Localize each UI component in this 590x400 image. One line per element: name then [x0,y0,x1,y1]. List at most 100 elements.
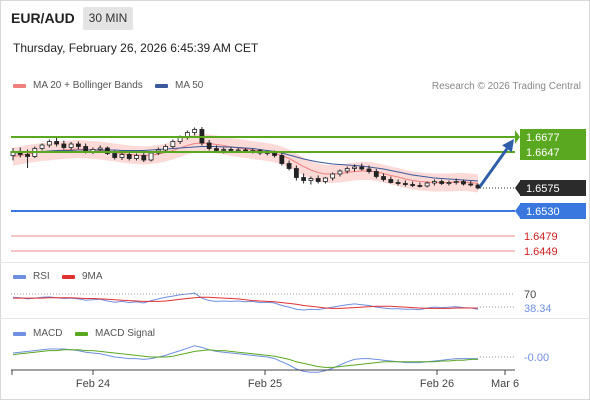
macd-value-label: -0.00 [524,352,549,364]
r1-tag-arrow-icon [515,130,520,144]
candle-body [439,181,445,184]
candle-body [163,146,168,151]
divider-macd [0,318,590,319]
candle-body [468,183,474,186]
legend-ma50-label: MA 50 [175,80,204,91]
candle-body [228,149,234,151]
candle-body [148,152,154,161]
candle-body [417,185,423,187]
legend-macd-signal: MACD Signal [75,328,155,339]
candle-body [134,155,139,159]
s1-tag-arrow-icon [515,204,520,218]
candle-body [381,176,386,180]
candle-body [39,144,45,149]
candle-body [461,181,466,185]
legend-ma20-label: MA 20 + Bollinger Bands [33,80,143,91]
x-tick-label: Mar 6 [491,378,519,390]
candle-body [61,143,67,148]
x-tick-label: Feb 24 [76,378,110,390]
candle-body [432,181,437,184]
candle-body [373,171,379,177]
legend-macd: MACD [13,328,62,339]
candle-body [308,178,314,181]
x-tick-label: Feb 25 [248,378,282,390]
candle-body [75,143,81,147]
candle-body [126,154,132,159]
rsi-ma-line [13,296,478,309]
candle-body [366,168,372,172]
candle-body [105,147,110,154]
rsi-swatch-icon [13,274,26,279]
candle-body [337,170,343,175]
legend-macd-label: MACD [33,328,63,339]
macd-signal-line [12,349,478,368]
candle-body [279,155,285,164]
timeframe-button[interactable]: 30 MIN [83,7,133,30]
candle-body [68,143,74,148]
r1-tag [520,129,586,145]
forecast-arrow-line [478,147,509,188]
s3-label: 1.6449 [524,246,558,258]
legend-rsi-ma: 9MA [62,271,103,282]
candle-body [170,141,176,147]
candle-body [97,147,103,150]
symbol-title: EUR/AUD [11,10,75,26]
s1-tag [520,203,586,219]
candle-body [177,137,183,142]
candle-body [395,182,401,184]
r2-tag [520,144,586,160]
datetime-label: Thursday, February 26, 2026 6:45:39 AM C… [13,41,259,55]
ma20-swatch-icon [13,83,26,88]
candle-body [46,141,52,146]
forecast-arrow-head-icon [502,139,514,153]
candle-body [221,149,227,151]
candle-body [293,168,299,178]
last-tag-arrow-icon [515,181,520,195]
legend-ma50: MA 50 [155,80,203,91]
candle-body [424,182,430,187]
candle-body [301,177,307,181]
candle-body [286,163,292,169]
legend-rsi-ma-label: 9MA [82,271,103,282]
candle-body [446,182,452,184]
credit-text: Research © 2026 Trading Central [431,81,581,92]
macd-swatch-icon [13,331,26,336]
s1-label: 1.6530 [526,206,560,218]
ma50-swatch-icon [155,83,168,88]
candle-body [410,184,416,186]
candle-body [83,146,89,152]
legend-rsi-label: RSI [33,271,50,282]
bollinger-band [13,134,478,193]
candle-body [453,181,459,183]
r1-label: 1.6677 [526,132,560,144]
candle-body [352,166,357,169]
rsi-line [12,292,479,311]
macd-line [12,345,478,373]
legend-macd-signal-label: MACD Signal [95,328,156,339]
candle-body [402,183,408,185]
last-price-tag [520,180,586,196]
candle-body [119,154,125,158]
candle-body [214,148,219,151]
rsi-level-label: 70 [524,289,536,301]
divider-rsi [0,262,590,263]
legend-ma20: MA 20 + Bollinger Bands [13,80,143,91]
candle-body [330,173,336,179]
candle-body [192,129,198,133]
candle-body [112,153,118,158]
candle-body [235,149,241,152]
candle-body [359,166,365,170]
last-price-label: 1.6575 [526,183,560,195]
s2-label: 1.6479 [524,231,558,243]
candle-body [388,179,394,183]
macd-signal-swatch-icon [75,331,88,336]
x-tick-label: Feb 26 [420,378,454,390]
candle-body [25,154,30,157]
candle-body [315,178,321,182]
r2-label: 1.6647 [526,147,560,159]
candle-body [206,142,212,149]
candle-body [54,141,59,145]
candle-body [323,177,328,182]
candle-body [344,168,350,172]
